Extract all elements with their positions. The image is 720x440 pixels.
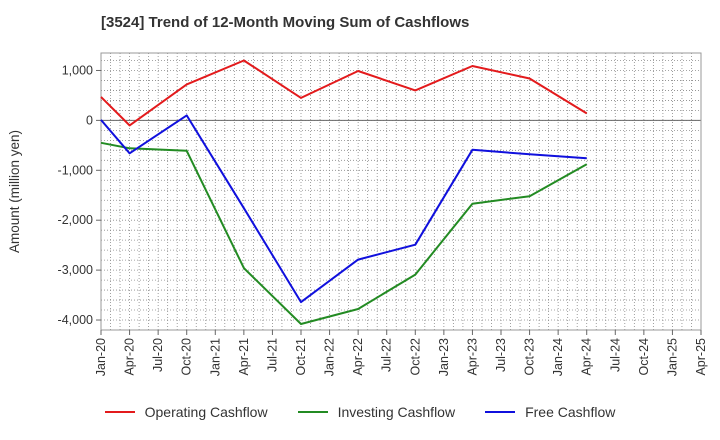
legend-item-investing: Investing Cashflow [297,404,456,420]
legend-label-operating: Operating Cashflow [144,404,268,420]
x-tick-label: Jul-20 [151,338,165,372]
x-tick-label: Jul-22 [380,338,394,372]
chart-title: [3524] Trend of 12-Month Moving Sum of C… [101,14,470,31]
x-tick-label: Oct-24 [637,338,651,376]
x-tick-label: Jan-22 [323,338,337,376]
x-tick-label: Jul-23 [494,338,508,372]
x-tick-label: Oct-20 [180,338,194,376]
x-tick-label: Apr-25 [694,338,708,376]
y-tick-label: -1,000 [58,163,93,177]
x-tick-label: Apr-22 [351,338,365,376]
legend-item-operating: Operating Cashflow [104,404,268,420]
x-tick-label: Apr-20 [123,338,137,376]
y-tick-label: -2,000 [58,213,93,227]
x-tick-label: Jul-24 [608,338,622,372]
x-tick-label: Jan-25 [665,338,679,376]
y-tick-label: 1,000 [62,63,93,77]
x-tick-label: Jan-23 [437,338,451,376]
x-tick-label: Apr-21 [237,338,251,376]
x-tick-label: Oct-21 [294,338,308,376]
x-tick-label: Apr-23 [465,338,479,376]
y-tick-label: -4,000 [58,313,93,327]
x-tick-label: Jul-21 [265,338,279,372]
x-tick-label: Jan-24 [551,338,565,376]
legend-swatch-operating [104,411,135,413]
x-tick-label: Jan-21 [208,338,222,376]
legend-label-free: Free Cashflow [525,404,616,420]
y-axis-label: Amount (million yen) [7,130,22,253]
x-tick-label: Apr-24 [580,338,594,376]
legend-item-free: Free Cashflow [485,404,615,420]
series-line-free [100,114,587,304]
x-tick-label: Jan-20 [94,338,108,376]
legend-swatch-investing [297,411,328,413]
x-tick-label: Oct-23 [523,338,537,376]
y-tick-label: 0 [86,113,93,127]
y-tick-label: -3,000 [58,263,93,277]
plot-area [101,53,701,330]
legend-label-investing: Investing Cashflow [337,404,456,420]
legend-swatch-free [485,411,516,413]
series-line-investing [100,141,588,325]
plot-border [100,52,702,331]
series-line-operating [100,59,588,127]
chart-legend: Operating Cashflow Investing Cashflow Fr… [0,404,720,420]
x-tick-label: Oct-22 [408,338,422,376]
